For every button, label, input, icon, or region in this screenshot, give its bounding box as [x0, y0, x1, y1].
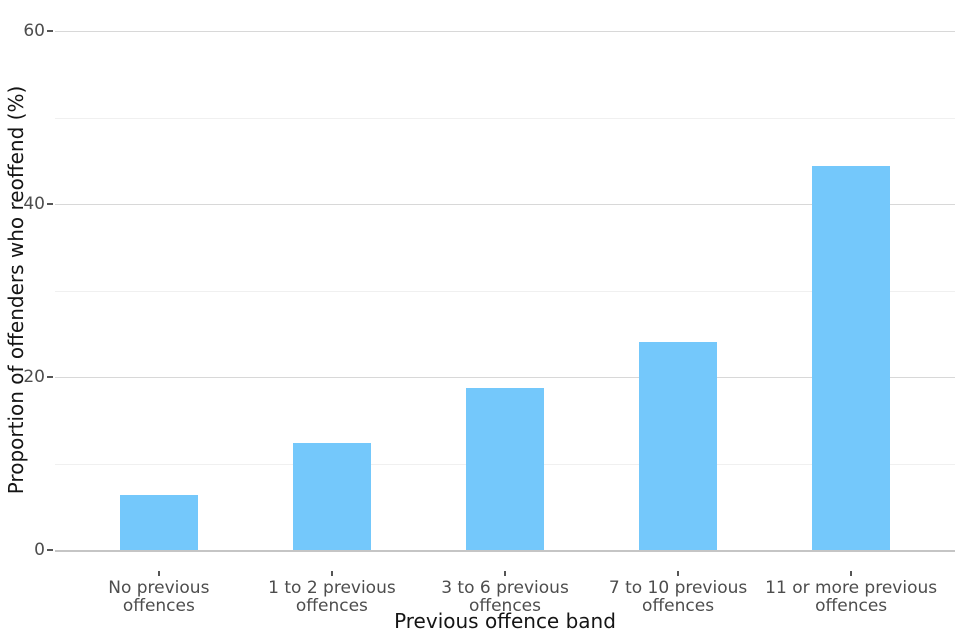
plot-area: 0 20 40 60 No previous offences 1 to 2 previou… — [23, 21, 955, 615]
x-axis-category-label: 11 or more previous offences — [751, 579, 951, 615]
bar — [812, 165, 891, 550]
major-gridline — [55, 377, 955, 378]
minor-gridline — [55, 290, 955, 292]
x-axis-tick — [330, 571, 333, 576]
major-gridline — [55, 31, 955, 32]
x-axis-category-label-line: 3 to 6 previous — [441, 578, 569, 598]
bar — [292, 442, 371, 550]
minor-gridline — [55, 117, 955, 119]
x-axis-tick — [850, 571, 853, 576]
x-axis-tick — [504, 571, 506, 576]
y-axis-title: Proportion of offenders who reoffend (%) — [4, 85, 28, 495]
x-axis-title: Previous offence band — [394, 609, 616, 633]
bar — [639, 342, 718, 550]
x-axis-category-label-line: No previous — [108, 578, 210, 598]
x-axis-category-label-line: offences — [122, 596, 195, 616]
x-axis-category-label-line: 11 or more previous — [765, 578, 938, 598]
y-axis-tick — [47, 203, 53, 205]
x-axis-category-label: No previous offences — [59, 579, 259, 615]
x-axis-category-label: 3 to 6 previous offences — [405, 579, 605, 615]
y-axis-tick-label: 60 — [23, 21, 45, 41]
y-axis-tick — [47, 376, 53, 378]
y-axis-tick-label: 20 — [23, 367, 45, 387]
x-axis-category-label-line: offences — [815, 596, 888, 616]
y-axis-tick-label: 40 — [23, 194, 45, 214]
x-axis-category-label-line: offences — [295, 596, 368, 616]
x-axis-tick — [157, 571, 160, 576]
bar — [466, 388, 544, 550]
major-gridline — [55, 204, 955, 205]
x-axis-category-label: 7 to 10 previous offences — [578, 579, 778, 615]
x-axis-category-label-line: offences — [468, 596, 541, 616]
x-axis-tick — [677, 571, 680, 576]
zero-baseline — [55, 550, 955, 552]
x-axis-category-label: 1 to 2 previous offences — [232, 579, 432, 615]
x-axis-category-label-line: offences — [642, 596, 715, 616]
x-axis-category-label-line: 7 to 10 previous — [608, 578, 748, 598]
bar — [119, 494, 198, 550]
x-axis-category-label-line: 1 to 2 previous — [268, 578, 396, 598]
y-axis-tick — [47, 549, 53, 551]
y-axis-tick-label: 0 — [34, 540, 45, 560]
y-axis-tick — [47, 30, 53, 32]
